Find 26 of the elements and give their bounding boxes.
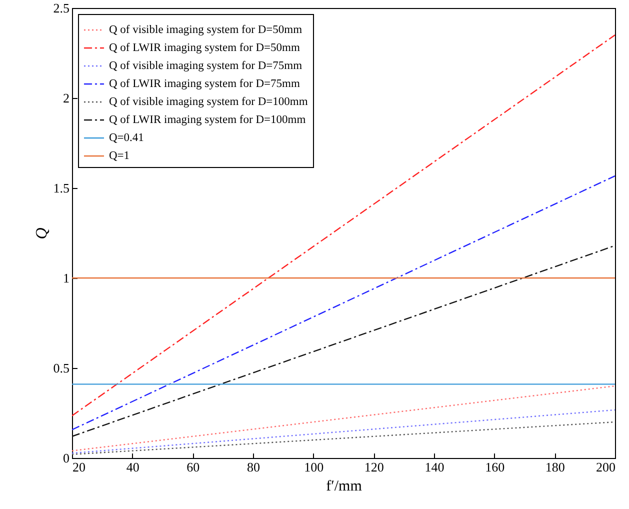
- x-tick-label: 140: [424, 460, 444, 474]
- y-tick-label: 0: [63, 450, 70, 466]
- x-tick-label: 100: [304, 460, 324, 474]
- x-tick-label: 60: [186, 460, 200, 474]
- x-tick-label: 200: [596, 460, 616, 474]
- y-axis-title: Q: [33, 227, 50, 240]
- legend-label: Q of LWIR imaging system for D=100mm: [109, 114, 306, 126]
- x-tick-label: 40: [126, 460, 140, 474]
- legend-label: Q=0.41: [109, 132, 144, 144]
- legend-label: Q=1: [109, 150, 130, 162]
- y-tick-label: 1.5: [53, 180, 70, 196]
- legend-label: Q of visible imaging system for D=75mm: [109, 60, 302, 72]
- y-tick-label: 2.5: [53, 0, 70, 16]
- legend-label: Q of visible imaging system for D=50mm: [109, 24, 302, 36]
- x-tick-label: 160: [485, 460, 505, 474]
- y-tick-label: 0.5: [53, 360, 70, 376]
- x-axis-title: f′/mm: [326, 478, 362, 494]
- x-tick-label: 120: [364, 460, 384, 474]
- x-tick-label: 20: [72, 460, 86, 474]
- legend-label: Q of LWIR imaging system for D=50mm: [109, 42, 300, 54]
- y-tick-label: 1: [63, 270, 70, 286]
- y-tick-label: 2: [63, 90, 70, 106]
- x-tick-label: 80: [247, 460, 260, 474]
- legend-label: Q of LWIR imaging system for D=75mm: [109, 78, 300, 90]
- legend-label: Q of visible imaging system for D=100mm: [109, 96, 308, 108]
- x-tick-label: 180: [545, 460, 565, 474]
